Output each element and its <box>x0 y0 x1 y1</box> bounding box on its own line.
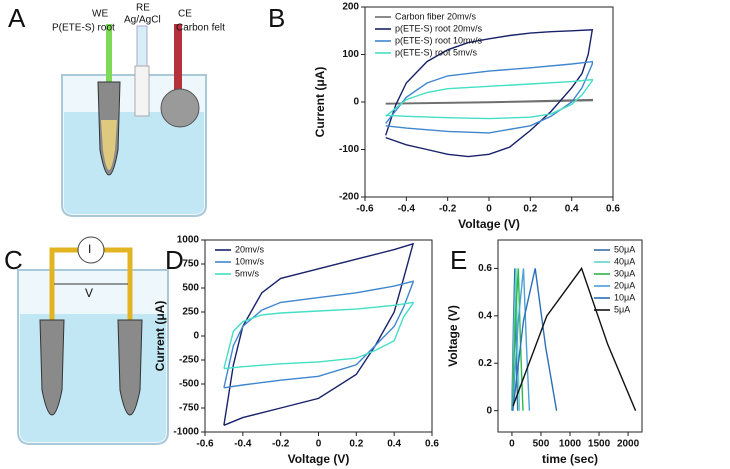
y-tick-label: 200 <box>342 2 359 13</box>
x-axis-label: Voltage (V) <box>288 452 350 466</box>
y-tick-label: -200 <box>339 192 359 203</box>
x-tick-label: 0 <box>316 439 322 450</box>
legend-label: 10μA <box>614 292 635 302</box>
y-tick-label: 0 <box>353 97 359 108</box>
label-ce: CE <box>178 9 192 20</box>
x-tick-label: -0.4 <box>234 439 252 450</box>
label-felt: Carbon felt <box>176 23 225 34</box>
series-line <box>223 301 414 370</box>
panel-letter: A <box>8 3 26 33</box>
x-tick-label: -0.4 <box>398 204 416 215</box>
x-tick-label: 0.4 <box>565 204 579 215</box>
x-tick-label: -0.6 <box>196 439 214 450</box>
y-tick-label: 100 <box>342 49 359 60</box>
series-line <box>385 29 594 158</box>
x-tick-label: 0.2 <box>349 439 363 450</box>
electrolyte <box>64 112 204 214</box>
label-i: I <box>88 242 91 256</box>
y-tick-label: 0.6 <box>478 263 492 274</box>
legend-label: 10mv/s <box>235 256 265 266</box>
series-line <box>223 242 415 426</box>
re-body <box>134 65 150 117</box>
y-tick-label: 250 <box>182 307 199 318</box>
wire <box>49 247 133 320</box>
y-tick-label: 0.4 <box>478 310 492 321</box>
x-tick-label: 0.6 <box>425 439 439 450</box>
legend-label: 30μA <box>614 268 635 278</box>
x-tick-label: -0.2 <box>272 439 290 450</box>
legend-label: p(ETE-S) root 10mv/s <box>395 35 483 45</box>
y-tick-label: 0 <box>486 405 492 416</box>
y-tick-label: -250 <box>179 355 199 366</box>
legend-label: 50μA <box>614 244 635 254</box>
panel-letter: D <box>165 245 184 275</box>
legend-label: 20mv/s <box>235 244 265 254</box>
series-line <box>385 78 593 120</box>
x-tick-label: 0.6 <box>606 204 620 215</box>
x-tick-label: -0.6 <box>356 204 374 215</box>
x-tick-label: -0.2 <box>439 204 457 215</box>
legend-label: Carbon fiber 20mv/s <box>395 11 477 21</box>
y-tick-label: 0.2 <box>478 358 492 369</box>
label-root: P(ETE-S) root <box>52 23 115 34</box>
x-tick-label: 1500 <box>588 439 611 450</box>
legend-label: 20μA <box>614 280 635 290</box>
x-tick-label: 0 <box>486 204 492 215</box>
legend-label: p(ETE-S) root 5mv/s <box>395 47 478 57</box>
ammeter <box>77 236 105 264</box>
y-tick-label: 1000 <box>177 235 200 246</box>
y-tick-label: 500 <box>182 283 199 294</box>
x-tick-label: 0.4 <box>387 439 401 450</box>
legend-label: 40μA <box>614 256 635 266</box>
ce-wire <box>174 24 182 90</box>
series-line <box>512 268 558 411</box>
series-line <box>385 60 593 134</box>
x-tick-label: 1000 <box>559 439 582 450</box>
series-line <box>511 268 524 411</box>
root <box>39 319 65 416</box>
panel-letter: B <box>268 3 285 33</box>
y-tick-label: 750 <box>182 259 199 270</box>
y-axis-label: Current (μA) <box>313 67 327 138</box>
re-top <box>136 25 148 67</box>
series-line <box>385 98 593 105</box>
panel-letter: C <box>4 245 23 275</box>
x-tick-label: 2000 <box>617 439 640 450</box>
label-we: WE <box>92 9 108 20</box>
legend-label: 5mv/s <box>235 268 260 278</box>
root <box>117 319 143 416</box>
y-tick-label: -100 <box>339 144 359 155</box>
y-axis-label: Current (μA) <box>153 301 167 372</box>
label-v: V <box>85 286 93 300</box>
y-tick-label: 0 <box>193 331 199 342</box>
label-agcl: Ag/AgCl <box>124 15 161 26</box>
y-axis-label: Voltage (V) <box>446 305 460 367</box>
illustration-c: C I V <box>4 236 169 445</box>
legend-label: 5μA <box>614 304 630 314</box>
y-tick-label: -500 <box>179 379 199 390</box>
x-tick-label: 500 <box>533 439 550 450</box>
series-line <box>223 280 414 389</box>
y-tick-label: -750 <box>179 403 199 414</box>
panel-letter: E <box>450 245 467 275</box>
root-tip <box>101 120 117 170</box>
x-axis-label: Voltage (V) <box>458 217 520 231</box>
x-axis-label: time (sec) <box>542 452 598 466</box>
x-tick-label: 0.2 <box>523 204 537 215</box>
label-re: RE <box>136 3 150 14</box>
illustration-a: A WE P(ETE-S) root RE Ag/AgCl CE Carbon … <box>8 3 225 217</box>
series-line <box>512 266 637 411</box>
carbon-felt <box>160 88 200 128</box>
x-tick-label: 0 <box>509 439 515 450</box>
y-tick-label: -1000 <box>173 427 199 438</box>
we-wire <box>106 24 112 82</box>
legend-label: p(ETE-S) root 20mv/s <box>395 23 483 33</box>
